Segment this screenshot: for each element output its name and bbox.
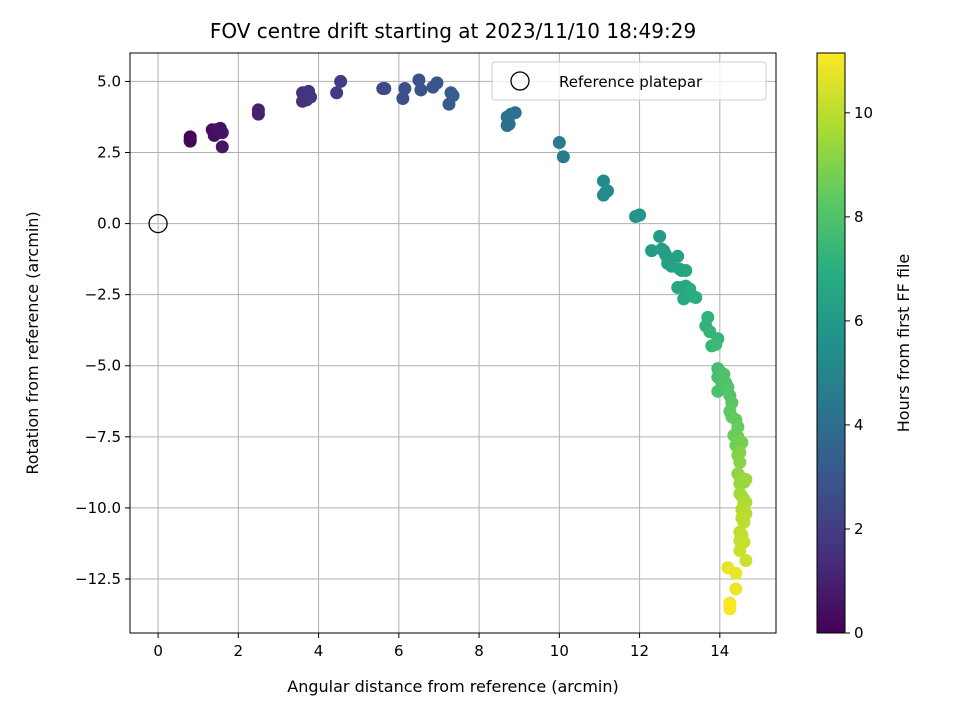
- reference-platepar-point: [148, 213, 168, 234]
- data-point: [215, 140, 229, 154]
- colorbar: 0 2 4 6 8 10 Hours from first FF file: [816, 52, 913, 642]
- y-tick-label: −12.5: [75, 570, 121, 588]
- x-axis-label: Angular distance from reference (arcmin): [287, 677, 618, 696]
- data-point: [304, 90, 318, 104]
- data-point: [737, 515, 751, 529]
- x-tick-label: 14: [710, 642, 729, 660]
- chart-title: FOV centre drift starting at 2023/11/10 …: [210, 19, 696, 43]
- data-point: [735, 436, 749, 450]
- data-point: [330, 86, 344, 100]
- data-point: [556, 150, 570, 164]
- data-point: [729, 566, 743, 580]
- x-tick-label: 2: [234, 642, 244, 660]
- colorbar-label: Hours from first FF file: [894, 254, 913, 433]
- data-point: [739, 554, 753, 567]
- legend-label-reference: Reference platepar: [559, 73, 703, 91]
- data-point: [723, 602, 737, 616]
- y-tick-label: −10.0: [75, 499, 121, 517]
- data-point: [733, 445, 747, 459]
- data-point: [378, 82, 392, 96]
- y-tick-label: −5.0: [85, 357, 121, 375]
- data-point: [733, 455, 747, 469]
- legend-reference-marker: [510, 71, 530, 91]
- data-point: [552, 136, 566, 150]
- x-tick-label: 8: [474, 642, 484, 660]
- data-point: [711, 384, 725, 398]
- y-tick-label: 0.0: [97, 215, 121, 233]
- legend-box: [491, 61, 767, 101]
- colorbar-tick-label: 6: [854, 312, 864, 330]
- reference-marker: [148, 213, 168, 234]
- data-point: [600, 184, 614, 198]
- data-point: [430, 76, 444, 90]
- data-point: [596, 174, 610, 188]
- colorbar-ticks: 0 2 4 6 8 10: [845, 104, 873, 642]
- legend: Reference platepar: [491, 61, 767, 101]
- data-point: [679, 264, 693, 277]
- data-point: [398, 82, 412, 96]
- colorbar-gradient: [816, 52, 846, 634]
- data-point: [739, 472, 753, 486]
- colorbar-tick-label: 2: [854, 520, 864, 538]
- x-tick-label: 4: [314, 642, 324, 660]
- data-point: [709, 337, 723, 351]
- y-tick-label: −2.5: [85, 286, 121, 304]
- data-point: [183, 134, 197, 148]
- data-point: [396, 91, 410, 105]
- data-point: [733, 544, 747, 558]
- x-tick-label: 6: [394, 642, 404, 660]
- data-point: [502, 117, 516, 131]
- y-tick-label: 2.5: [97, 144, 121, 162]
- data-point: [671, 249, 685, 263]
- data-point: [446, 89, 460, 103]
- data-point: [508, 106, 522, 120]
- grid-lines: [130, 53, 776, 633]
- x-tick-label: 12: [630, 642, 649, 660]
- x-axis-ticks: 0 2 4 6 8 10 12 14: [153, 633, 729, 660]
- y-tick-label: −7.5: [85, 428, 121, 446]
- data-point: [334, 74, 348, 88]
- data-point: [414, 83, 428, 97]
- data-point: [215, 126, 229, 140]
- data-point: [653, 229, 667, 243]
- colorbar-tick-label: 10: [854, 104, 873, 122]
- data-point: [251, 107, 265, 121]
- data-points: [183, 73, 753, 616]
- colorbar-tick-label: 8: [854, 208, 864, 226]
- data-point: [645, 244, 659, 258]
- colorbar-tick-label: 4: [854, 416, 864, 434]
- plot-frame: [129, 52, 777, 634]
- x-tick-label: 0: [153, 642, 163, 660]
- data-point: [689, 291, 703, 305]
- data-point: [412, 73, 426, 87]
- data-point: [633, 208, 647, 222]
- x-tick-label: 10: [550, 642, 569, 660]
- y-tick-label: 5.0: [97, 72, 121, 90]
- y-axis-label: Rotation from reference (arcmin): [23, 211, 42, 474]
- y-axis-ticks: 5.0 2.5 0.0 −2.5 −5.0 −7.5 −10.0 −12.5: [75, 72, 130, 588]
- data-point: [729, 582, 743, 596]
- colorbar-tick-label: 0: [854, 624, 864, 642]
